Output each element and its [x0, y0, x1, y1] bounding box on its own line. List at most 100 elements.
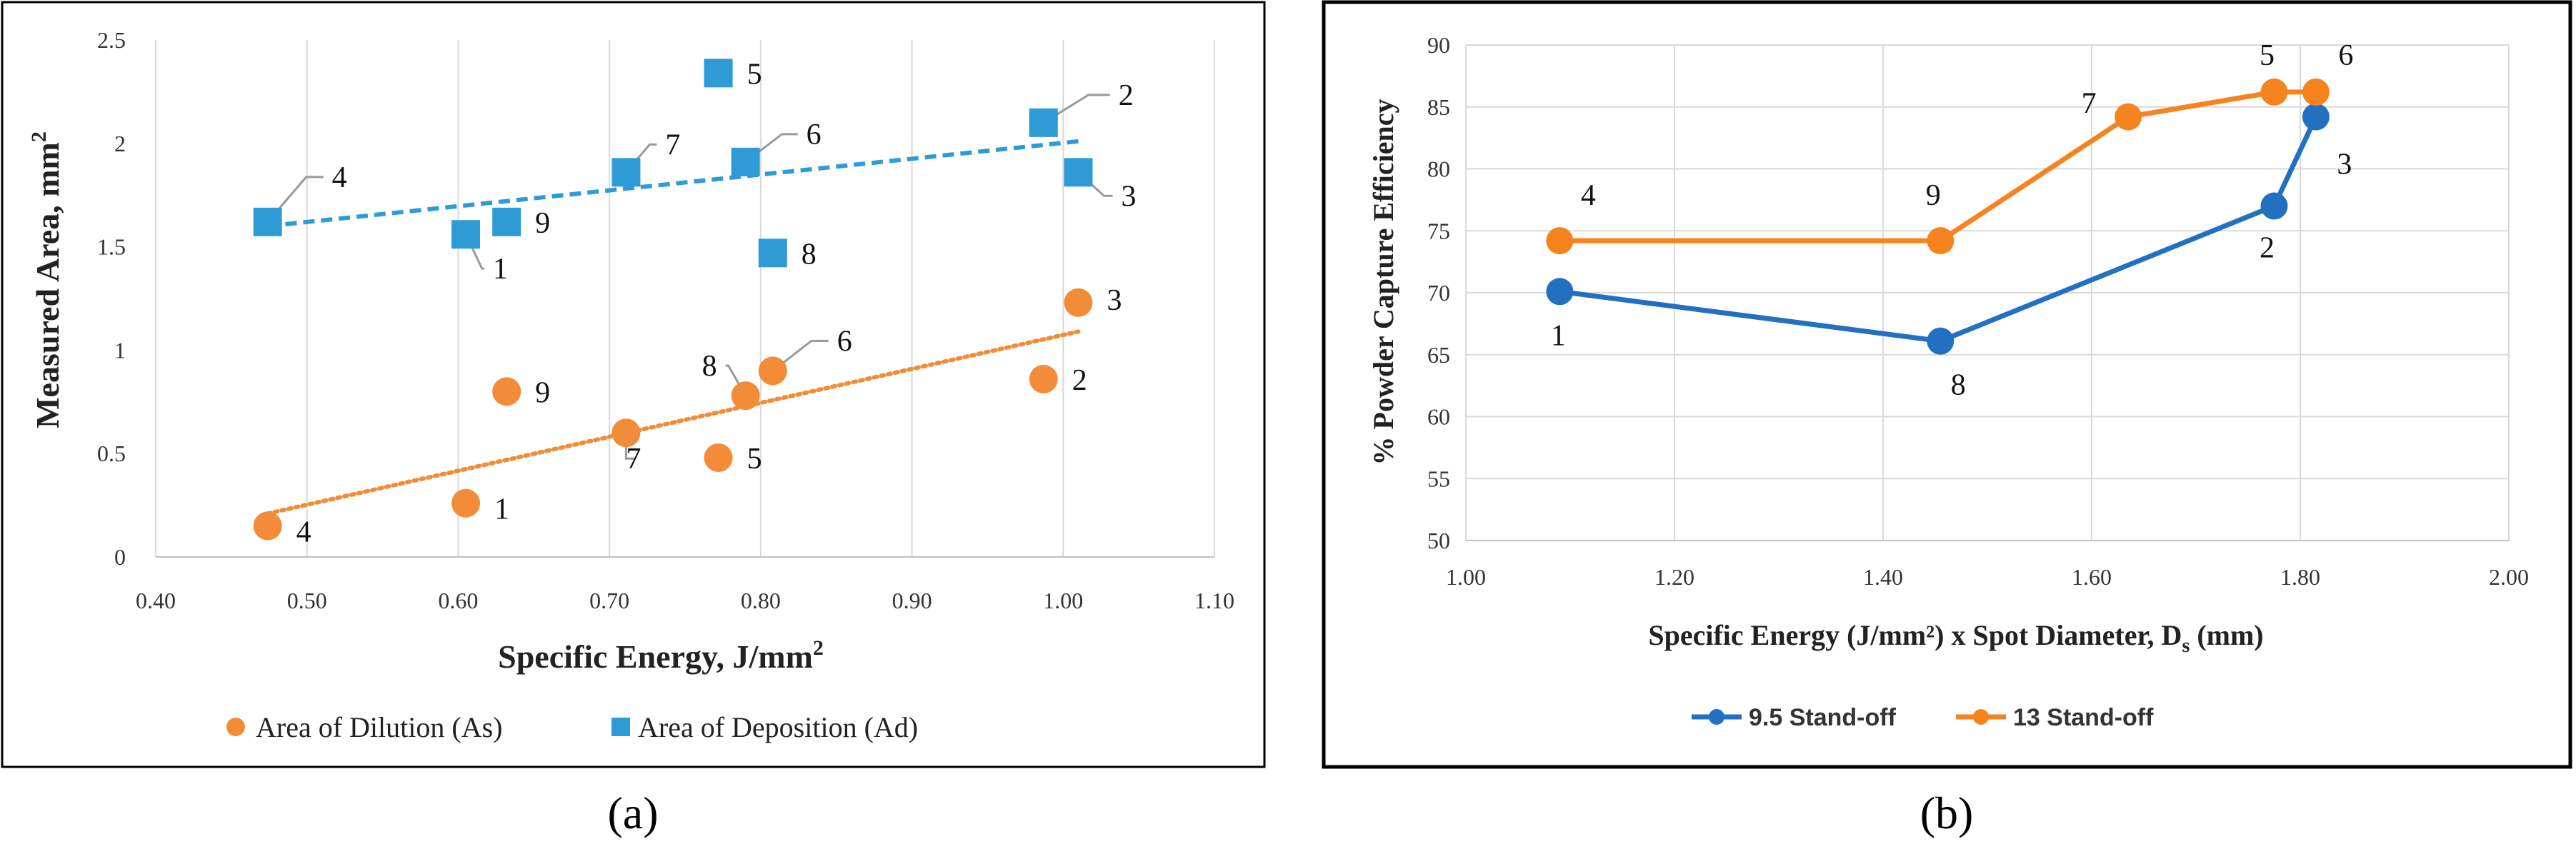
- chart-b-point-label: 6: [2338, 39, 2353, 72]
- chart-b-ylabel: % Powder Capture Efficiency: [1367, 99, 1399, 466]
- chart-a-xtick-label: 0.90: [892, 588, 932, 613]
- chart-a-xtick-label: 0.50: [287, 588, 327, 613]
- chart-a-xtick-label: 1.10: [1194, 588, 1234, 613]
- chart-a-point-label: 2: [1119, 79, 1134, 112]
- chart-a-dilution-point: [731, 381, 760, 411]
- chart-b-point-1: [2260, 78, 2288, 106]
- chart-b-xtick-label: 1.80: [2280, 564, 2320, 590]
- chart-a-dilution-point: [704, 443, 733, 472]
- chart-b-ytick-label: 85: [1427, 94, 1450, 120]
- chart-a-ytick-label: 1.5: [97, 234, 126, 260]
- chart-a-ylabel: Measured Area, mm2: [27, 131, 66, 428]
- chart-b-ytick-label: 80: [1427, 156, 1450, 182]
- chart-b-point-1: [1546, 227, 1574, 255]
- chart-b-point-label: 7: [2082, 88, 2097, 121]
- chart-a-deposition-point: [731, 147, 760, 176]
- chart-b-frame: [1322, 0, 2572, 769]
- chart-b-xtick-label: 1.00: [1446, 564, 1486, 590]
- panel-a-caption: (a): [607, 788, 658, 838]
- chart-b-xtick-label: 1.20: [1654, 564, 1694, 590]
- chart-a-point-label: 9: [535, 207, 550, 240]
- chart-a-dilution-point: [758, 356, 787, 386]
- chart-a-trendlines: [265, 139, 1081, 516]
- chart-b-point-1: [2302, 78, 2330, 106]
- chart-a-deposition-point: [758, 238, 787, 268]
- chart-a-gridlines: [155, 40, 1215, 557]
- chart-a-xtick-label: 1.00: [1043, 588, 1083, 613]
- chart-a-deposition-point: [1029, 108, 1058, 137]
- legend-9-5-standoff-label: 9.5 Stand-off: [1749, 704, 1897, 731]
- chart-a-leader-line: [1042, 94, 1110, 124]
- chart-a-ytick-label: 2.5: [97, 27, 126, 53]
- chart-a-point-label: 4: [296, 516, 311, 549]
- chart-a-trendline-1: [267, 139, 1079, 228]
- chart-a-xtick-label: 0.80: [741, 588, 781, 613]
- chart-a-point-label: 9: [535, 376, 550, 409]
- chart-a-xlabel: Specific Energy, J/mm2: [498, 636, 824, 675]
- chart-b-xlabel: Specific Energy (J/mm²) x Spot Diameter,…: [1648, 619, 2263, 657]
- chart-b-ytick-label: 55: [1427, 466, 1450, 491]
- chart-a-point-label: 5: [747, 58, 762, 91]
- chart-a-point-label: 4: [332, 161, 347, 194]
- chart-b-point-label: 4: [1581, 179, 1596, 212]
- chart-a-markers: [253, 59, 1093, 541]
- chart-b-tick-labels: 1.00 1.20 1.40 1.60 1.80 2.005055606570758085…: [1427, 32, 2529, 590]
- chart-a-dilution-point: [492, 377, 521, 406]
- chart-b-ytick-label: 65: [1427, 342, 1450, 368]
- chart-b-xtick-label: 1.40: [1863, 564, 1903, 590]
- chart-a-dilution-point: [253, 511, 282, 541]
- chart-a-point-label: 3: [1107, 284, 1122, 317]
- legend-deposition-marker: [611, 718, 630, 736]
- chart-a-legend: Area of Dilution (As) Area of Deposition…: [226, 711, 918, 743]
- chart-a-xtick-label: 0.70: [589, 588, 629, 613]
- chart-b-xtick-label: 1.60: [2072, 564, 2112, 590]
- chart-b-line-0: [1559, 116, 2319, 344]
- chart-a-dilution-point: [1029, 364, 1058, 393]
- chart-a-dilution-point: [1064, 288, 1093, 317]
- chart-b-markers: [1546, 78, 2330, 355]
- chart-b-point-label: 3: [2337, 149, 2352, 181]
- chart-a-xtick-label: 0.40: [136, 588, 176, 613]
- chart-a-deposition-point: [253, 207, 282, 236]
- chart-a-trendline-0: [265, 329, 1081, 516]
- chart-a-ytick-label: 1: [114, 337, 126, 363]
- chart-b-point-1: [2115, 103, 2142, 131]
- chart-a-point-label: 1: [493, 253, 508, 286]
- chart-b-point-labels: 1 8 2 3 4 9 7 5 6: [1551, 39, 2354, 402]
- chart-a-ytick-label: 2: [114, 131, 126, 156]
- legend-13-standoff-marker: [1973, 709, 1989, 725]
- chart-a-point-label: 8: [702, 350, 717, 383]
- chart-b-ytick-label: 75: [1427, 218, 1450, 243]
- legend-dilution-label: Area of Dilution (As): [256, 711, 502, 743]
- chart-a-point-label: 2: [1072, 364, 1087, 397]
- panel-b-caption: (b): [1920, 788, 1974, 838]
- chart-a-point-label: 6: [807, 119, 822, 151]
- chart-b-point-0: [2260, 192, 2288, 220]
- legend-9-5-standoff-marker: [1709, 709, 1724, 725]
- chart-a-deposition-point: [451, 220, 481, 249]
- chart-b-point-label: 5: [2260, 39, 2275, 72]
- chart-b-point-1: [1927, 227, 1955, 255]
- chart-a-point-label: 8: [802, 238, 817, 271]
- chart-a-point-label: 5: [747, 443, 762, 476]
- chart-a-point-label: 1: [494, 493, 509, 526]
- chart-a-deposition-point: [492, 207, 521, 236]
- chart-b-legend: 9.5 Stand-off 13 Stand-off: [1692, 704, 2154, 731]
- chart-b-point-label: 9: [1926, 179, 1941, 212]
- chart-b-point-0: [1927, 327, 1955, 355]
- chart-a-point-label: 3: [1121, 180, 1136, 213]
- chart-a-deposition-point: [704, 59, 733, 88]
- chart-b-ytick-label: 90: [1427, 32, 1450, 58]
- chart-a-dilution-point: [611, 418, 641, 448]
- chart-b-xtick-label: 2.00: [2489, 564, 2529, 590]
- chart-a-ytick-label: 0: [114, 544, 126, 570]
- legend-dilution-marker: [226, 718, 245, 736]
- chart-b-point-0: [2302, 103, 2330, 131]
- legend-deposition-label: Area of Deposition (Ad): [638, 711, 918, 743]
- chart-a-leader-line: [266, 176, 324, 223]
- chart-b-ytick-label: 60: [1427, 404, 1450, 430]
- chart-b-point-label: 1: [1551, 319, 1566, 352]
- chart-a-deposition-point: [1064, 158, 1093, 187]
